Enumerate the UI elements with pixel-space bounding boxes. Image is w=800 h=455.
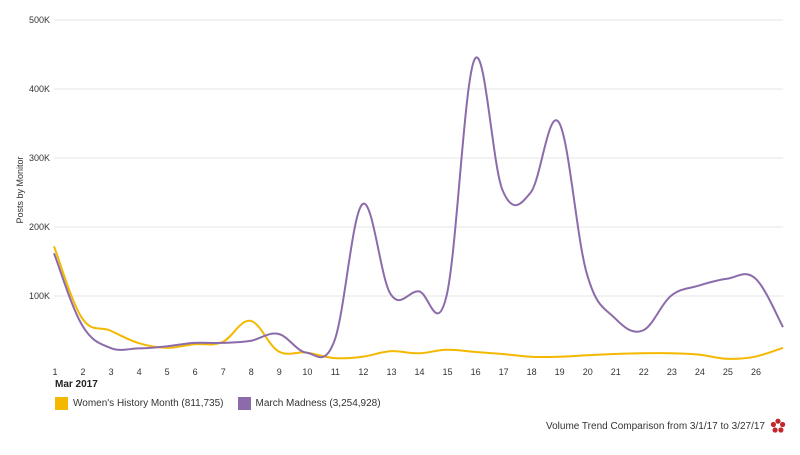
x-tick-label: 13 [386,367,396,377]
y-tick-label: 300K [29,153,50,163]
footer-caption: Volume Trend Comparison from 3/1/17 to 3… [545,420,765,432]
x-tick-label: 14 [414,367,424,377]
y-tick-label: 500K [29,15,50,25]
x-tick-label: 16 [471,367,481,377]
x-tick-label: 9 [277,367,282,377]
x-tick-label: 3 [109,367,114,377]
x-tick-label: 21 [611,367,621,377]
x-tick-label: 25 [723,367,733,377]
x-tick-label: 17 [499,367,509,377]
x-tick-label: 22 [639,367,649,377]
x-tick-label: 8 [249,367,254,377]
x-tick-label: 5 [165,367,170,377]
legend-label-womens-history-month: Women's History Month (811,735) [73,398,224,409]
x-tick-label: 6 [193,367,198,377]
flower-logo-icon [770,418,786,433]
x-tick-label: 10 [302,367,312,377]
x-tick-label: 24 [695,367,705,377]
legend-item-march-madness[interactable]: March Madness (3,254,928) [237,397,381,410]
x-tick-label: 2 [81,367,86,377]
legend-swatch-womens-history-month [55,397,68,410]
x-tick-label: 11 [331,367,340,377]
x-tick-label: 23 [667,367,677,377]
y-tick-label: 100K [29,291,50,301]
grid-layer [54,19,783,297]
y-axis-label: Posts by Monitor [15,156,25,223]
series-layer [53,56,784,360]
x-tick-label: 7 [221,367,226,377]
x-tick-label: 12 [358,367,368,377]
legend-swatch-march-madness [237,397,251,410]
y-axis-ticks: 100K 200K 300K 400K 500K [29,15,50,301]
series-line-march-madness[interactable] [53,56,784,359]
x-tick-label: 18 [527,367,537,377]
x-axis-ticks: 1 2 3 4 5 6 7 8 9 10 11 12 13 14 15 16 17 18 19 20 21 22 23 24 2… [52,367,760,377]
x-tick-label: 4 [137,367,142,377]
legend-item-womens-history-month[interactable]: Women's History Month (811,735) [55,397,224,410]
x-tick-label: 15 [443,367,453,377]
y-tick-label: 400K [29,84,50,94]
x-axis-label: Mar 2017 [55,379,98,390]
x-tick-label: 19 [555,367,565,377]
x-tick-label: 1 [52,367,57,377]
x-tick-label: 20 [583,367,593,377]
footer: Volume Trend Comparison from 3/1/17 to 3… [546,418,786,434]
y-tick-label: 200K [29,222,50,232]
legend: Women's History Month (811,735) March Ma… [55,397,381,410]
series-line-womens-history-month[interactable] [53,245,784,360]
x-tick-label: 26 [751,367,761,377]
legend-label-march-madness: March Madness (3,254,928) [255,398,381,409]
